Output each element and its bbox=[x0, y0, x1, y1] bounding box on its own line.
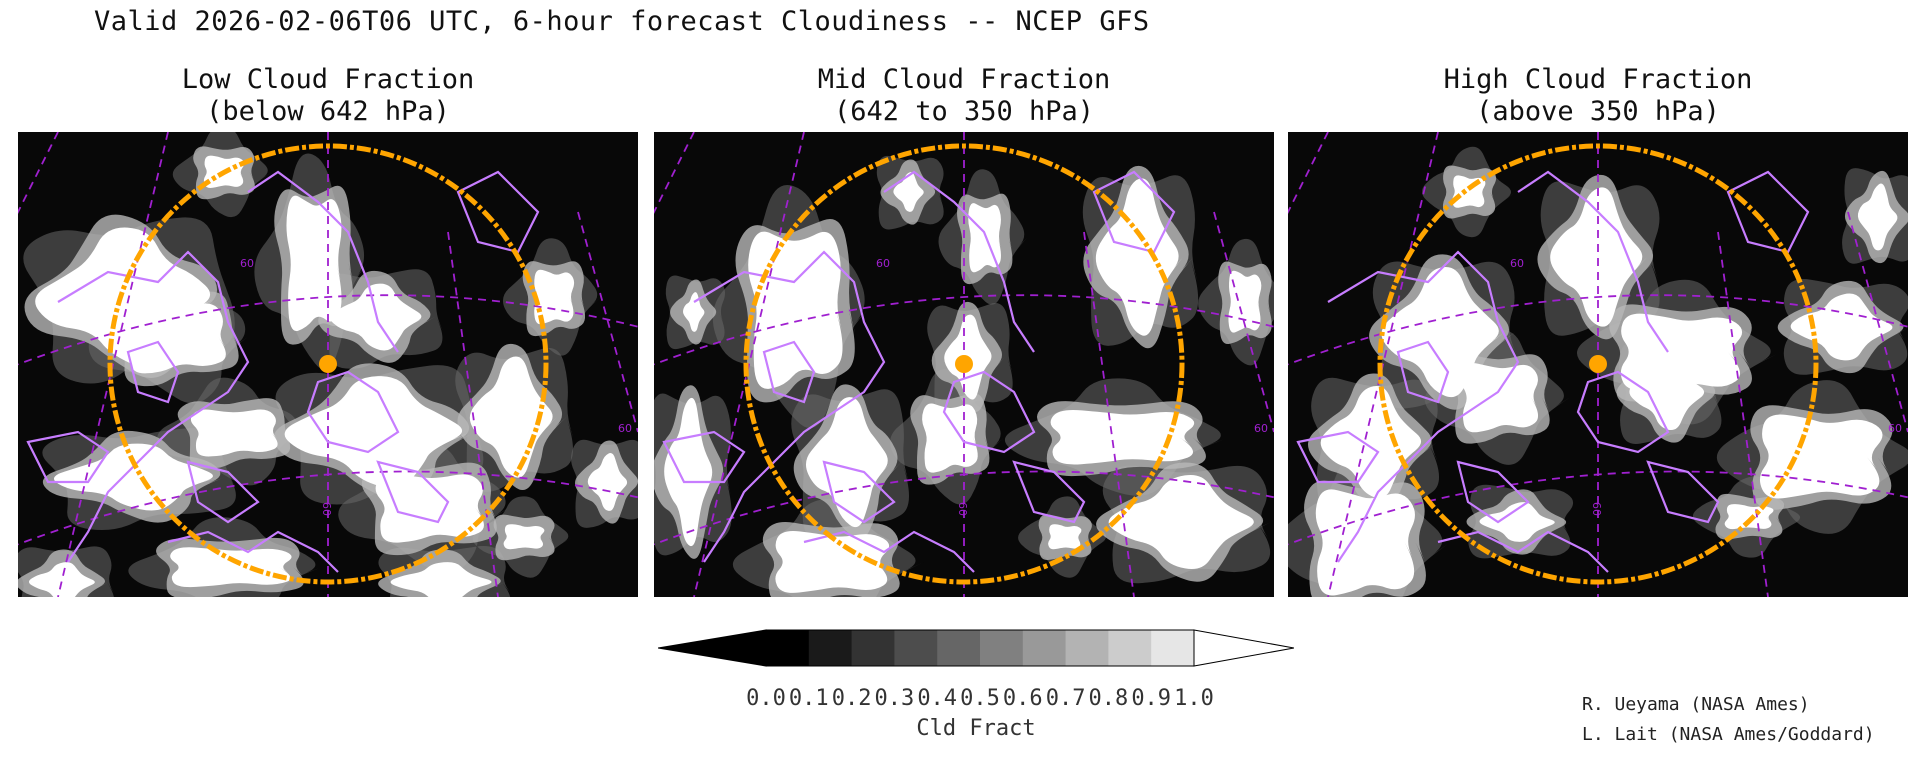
colorbar-tick-label: 0.8 bbox=[1088, 686, 1129, 711]
colorbar-swatch bbox=[851, 630, 895, 666]
svg-text:60: 60 bbox=[1590, 502, 1603, 516]
colorbar-swatch bbox=[894, 630, 938, 666]
svg-text:60: 60 bbox=[618, 422, 632, 435]
colorbar-swatch bbox=[1065, 630, 1109, 666]
svg-text:60: 60 bbox=[956, 502, 969, 516]
colorbar-over-arrow bbox=[1193, 629, 1294, 667]
colorbar-tick-label: 1.0 bbox=[1174, 686, 1214, 711]
figure-title: Valid 2026-02-06T06 UTC, 6-hour forecast… bbox=[94, 6, 1150, 37]
panel-title-high-line2: (above 350 hPa) bbox=[1476, 96, 1720, 127]
panel-title-mid: Mid Cloud Fraction (642 to 350 hPa) bbox=[684, 64, 1244, 128]
colorbar-under-arrow bbox=[658, 629, 767, 667]
colorbar-tick-label: 0.3 bbox=[874, 686, 915, 711]
svg-text:60: 60 bbox=[1888, 422, 1902, 435]
colorbar-tick-label: 0.1 bbox=[788, 686, 829, 711]
panel-title-mid-line1: Mid Cloud Fraction bbox=[817, 64, 1111, 95]
colorbar-swatch bbox=[1022, 630, 1067, 666]
colorbar-swatch bbox=[766, 630, 810, 666]
colorbar-swatch bbox=[1108, 630, 1152, 666]
svg-text:60: 60 bbox=[320, 502, 333, 516]
credit-line-2: L. Lait (NASA Ames/Goddard) bbox=[1582, 724, 1875, 745]
svg-text:60: 60 bbox=[1510, 257, 1524, 270]
map-svg: 60 60 60 bbox=[18, 132, 638, 597]
panel-title-high-line1: High Cloud Fraction bbox=[1443, 64, 1753, 95]
colorbar-tick-label: 0.5 bbox=[960, 686, 1000, 711]
panel-title-mid-line2: (642 to 350 hPa) bbox=[833, 96, 1095, 127]
colorbar-swatch bbox=[937, 630, 981, 666]
colorbar-swatch bbox=[980, 630, 1024, 666]
panel-title-low-line2: (below 642 hPa) bbox=[206, 96, 450, 127]
colorbar-tick-label: 0.9 bbox=[1131, 686, 1172, 711]
colorbar-tick-label: 0.2 bbox=[831, 686, 872, 711]
colorbar-swatch bbox=[1151, 630, 1195, 666]
colorbar bbox=[658, 629, 1294, 667]
map-svg: 60 60 60 bbox=[654, 132, 1274, 597]
svg-text:60: 60 bbox=[1254, 422, 1268, 435]
colorbar-label: Cld Fract bbox=[916, 716, 1036, 741]
colorbar-tick-label: 0.4 bbox=[917, 686, 958, 711]
map-svg: 60 60 60 bbox=[1288, 132, 1908, 597]
panel-title-low: Low Cloud Fraction (below 642 hPa) bbox=[48, 64, 608, 128]
svg-text:60: 60 bbox=[240, 257, 254, 270]
credit-line-1: R. Ueyama (NASA Ames) bbox=[1582, 694, 1810, 715]
colorbar-tick-label: 0.0 bbox=[746, 686, 786, 711]
panel-title-high: High Cloud Fraction (above 350 hPa) bbox=[1318, 64, 1878, 128]
map-panel-low: 60 60 60 bbox=[18, 132, 638, 597]
svg-text:60: 60 bbox=[876, 257, 890, 270]
colorbar-swatch bbox=[808, 630, 853, 666]
map-panel-mid: 60 60 60 bbox=[654, 132, 1274, 597]
colorbar-tick-label: 0.7 bbox=[1045, 686, 1086, 711]
colorbar-tick-label: 0.6 bbox=[1002, 686, 1043, 711]
map-panel-high: 60 60 60 bbox=[1288, 132, 1908, 597]
panel-title-low-line1: Low Cloud Fraction bbox=[181, 64, 475, 95]
